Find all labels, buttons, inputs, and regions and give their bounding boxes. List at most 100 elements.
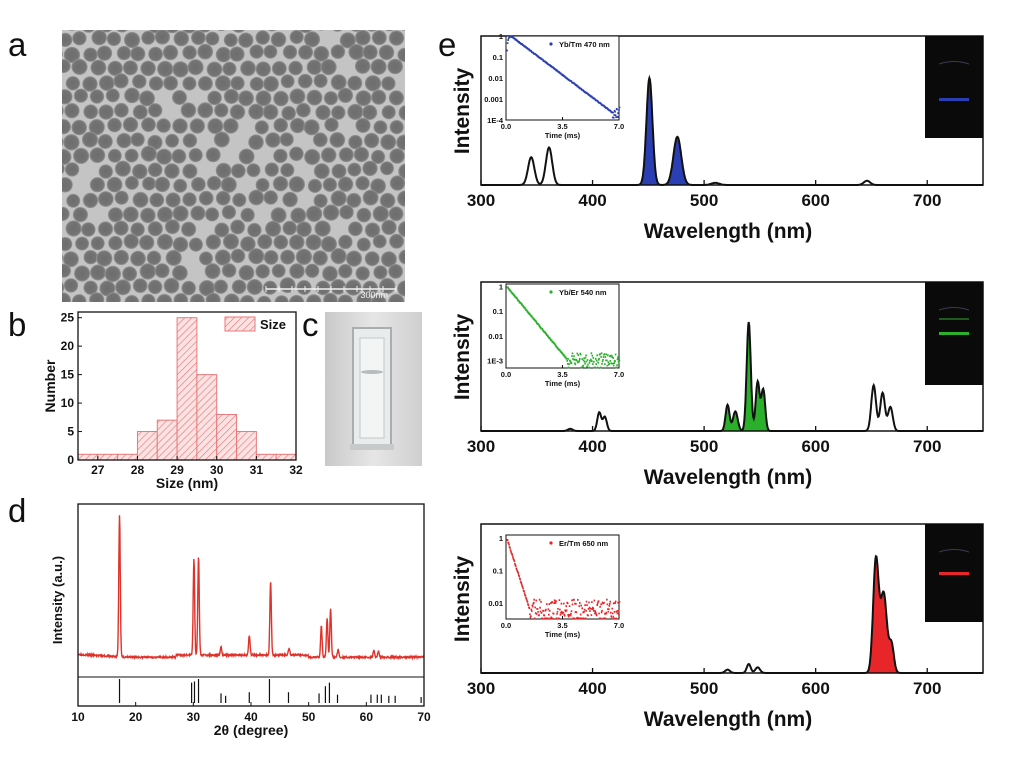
- inset-x-tick-label: 0.0: [501, 621, 511, 630]
- nanoparticle: [171, 148, 187, 164]
- nanoparticle: [207, 90, 222, 106]
- plot-frame: [77, 503, 425, 707]
- spectrum-chart-yb-tm: 300 400 500 600 700 Wavelength (nm) Intensity 0…: [451, 32, 984, 243]
- nanoparticle: [371, 89, 387, 105]
- nanoparticle: [280, 249, 296, 265]
- nanoparticle: [89, 177, 105, 193]
- histogram-bar: [196, 374, 218, 461]
- nanoparticle: [305, 234, 322, 251]
- nanoparticle: [64, 103, 80, 119]
- x-tick-label: 20: [129, 710, 143, 724]
- nanoparticle: [62, 89, 73, 105]
- nanoparticle: [66, 193, 81, 208]
- nanoparticle: [197, 102, 214, 119]
- nanoparticle: [156, 233, 174, 250]
- nanoparticle: [381, 219, 397, 235]
- x-tick-label: 300: [467, 437, 495, 456]
- nanoparticle: [132, 163, 148, 180]
- nanoparticle: [205, 207, 220, 222]
- nanoparticle: [148, 103, 163, 118]
- nanoparticle: [307, 178, 322, 193]
- nanoparticle: [116, 30, 128, 33]
- nanoparticle: [198, 280, 216, 297]
- nanoparticle: [204, 263, 221, 280]
- nanoparticle: [322, 204, 340, 221]
- nanoparticle: [62, 206, 70, 221]
- nanoparticle: [231, 279, 247, 295]
- y-axis-label: Intensity: [451, 314, 474, 401]
- nanoparticle: [139, 263, 156, 280]
- nanoparticle: [397, 190, 405, 207]
- nanoparticle: [371, 149, 386, 164]
- nanoparticle: [288, 60, 303, 76]
- nanoparticle: [149, 192, 165, 208]
- nanoparticle: [205, 147, 221, 163]
- x-axis-label: Wavelength (nm): [644, 220, 812, 243]
- nanoparticle: [238, 148, 255, 165]
- nanoparticle: [173, 178, 188, 193]
- nanoparticle: [132, 278, 148, 293]
- nanoparticle: [380, 134, 397, 151]
- x-tick-label: 600: [801, 679, 829, 698]
- nanoparticle: [173, 30, 190, 47]
- nanoparticle: [182, 133, 198, 148]
- nanoparticle: [370, 58, 387, 75]
- nanoparticle: [296, 280, 312, 295]
- nanoparticle: [280, 74, 295, 89]
- nanoparticle: [124, 295, 140, 302]
- inset-frame: [505, 534, 620, 620]
- nanoparticle: [381, 76, 396, 91]
- nanoparticle: [165, 249, 182, 266]
- nanoparticle: [306, 59, 323, 75]
- nanoparticle: [164, 163, 180, 179]
- xrd-pattern-line: [77, 515, 425, 661]
- nanoparticle: [221, 205, 237, 220]
- inset-y-tick-label: 0.1: [493, 307, 503, 316]
- nanoparticle: [141, 293, 156, 302]
- inset-legend-marker: [549, 42, 553, 46]
- nanoparticle: [337, 294, 354, 302]
- nanoparticle: [320, 59, 337, 76]
- histogram-bar: [216, 413, 238, 461]
- inset-legend-label: Er/Tm 650 nm: [559, 539, 609, 548]
- nanoparticle: [362, 160, 378, 177]
- nanoparticle: [281, 105, 297, 121]
- scale-bar-label: 300nm: [360, 290, 388, 300]
- nanoparticle: [214, 249, 231, 266]
- nanoparticle: [239, 295, 255, 302]
- nanoparticle: [162, 44, 179, 61]
- nanoparticle: [381, 105, 396, 120]
- inset-x-tick-label: 3.5: [557, 122, 567, 131]
- nanoparticle: [262, 104, 279, 120]
- y-tick-label: 5: [67, 425, 74, 439]
- nanoparticle: [265, 132, 281, 148]
- nanoparticle: [75, 236, 90, 251]
- inset-y-tick-label: 0.001: [484, 95, 503, 104]
- nanoparticles: [62, 30, 405, 302]
- x-tick-label: 30: [187, 710, 201, 724]
- nanoparticle: [255, 30, 270, 45]
- nanoparticle: [267, 30, 277, 32]
- nanoparticle: [398, 105, 405, 121]
- x-tick-label: 500: [690, 437, 718, 456]
- nanoparticle: [312, 132, 328, 148]
- nanoparticle: [379, 192, 396, 209]
- tem-image: 300nm: [62, 30, 405, 302]
- nanoparticle: [74, 265, 91, 282]
- nanoparticle: [355, 90, 372, 107]
- nanoparticle: [330, 44, 346, 59]
- nanoparticle: [130, 222, 145, 237]
- nanoparticle: [142, 176, 156, 191]
- nanoparticle: [388, 293, 405, 302]
- nanoparticle: [323, 91, 338, 106]
- nanoparticle: [248, 134, 264, 150]
- nanoparticle: [347, 75, 363, 91]
- nanoparticle: [364, 222, 381, 238]
- nanoparticle: [65, 76, 81, 91]
- nanoparticle: [114, 160, 131, 177]
- nanoparticle: [88, 119, 105, 136]
- nanoparticle: [165, 30, 179, 34]
- nanoparticle: [65, 220, 82, 237]
- nanoparticle: [364, 251, 380, 267]
- nanoparticle: [140, 60, 156, 77]
